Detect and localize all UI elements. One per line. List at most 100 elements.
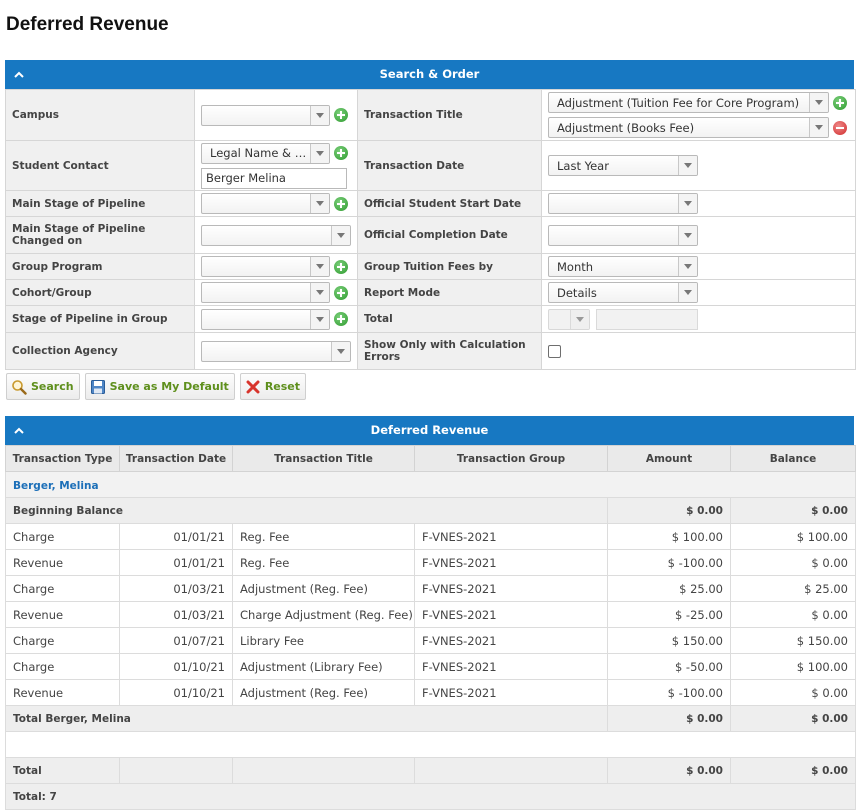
collapse-icon[interactable]: [13, 416, 25, 445]
action-bar: Search Save as My Default Reset: [6, 373, 307, 400]
chevron-down-icon[interactable]: [678, 283, 697, 302]
search-panel-title: Search & Order: [379, 67, 480, 81]
group-tuition-label: Group Tuition Fees by: [357, 253, 542, 280]
row-amount: $ -100.00: [607, 549, 731, 576]
campus-label: Campus: [5, 89, 195, 141]
main-stage-changed-select[interactable]: [201, 224, 351, 246]
official-start-label: Official Student Start Date: [357, 190, 542, 217]
row-date: 01/01/21: [119, 549, 233, 576]
record-count: Total: 7: [5, 783, 856, 810]
student-contact-mode-select[interactable]: Legal Name & A...: [201, 142, 330, 164]
row-title: Adjustment (Reg. Fee): [232, 575, 415, 602]
row-group: F-VNES-2021: [414, 653, 608, 680]
total-operator-select[interactable]: [548, 308, 590, 330]
floppy-disk-icon: [90, 379, 106, 395]
chevron-down-icon[interactable]: [310, 257, 329, 276]
row-title: Reg. Fee: [232, 523, 415, 550]
column-header[interactable]: Transaction Type: [5, 445, 120, 472]
calc-errors-checkbox[interactable]: [548, 345, 561, 358]
campus-select[interactable]: [201, 104, 330, 126]
collapse-icon[interactable]: [13, 60, 25, 89]
student-contact-label: Student Contact: [5, 140, 195, 191]
row-date: 01/01/21: [119, 523, 233, 550]
beginning-balance: $ 0.00: [730, 497, 856, 524]
student-total-amount: $ 0.00: [607, 705, 731, 732]
transaction-title-select-1[interactable]: Adjustment (Tuition Fee for Core Program…: [548, 92, 829, 113]
chevron-down-icon[interactable]: [310, 143, 329, 163]
table-row[interactable]: Revenue 01/10/21 Adjustment (Reg. Fee) F-VN…: [5, 679, 856, 706]
results-panel-header[interactable]: Deferred Revenue: [5, 416, 854, 445]
transaction-date-select[interactable]: Last Year: [548, 155, 698, 176]
official-start-select[interactable]: [548, 193, 698, 214]
table-row[interactable]: Revenue 01/01/21 Reg. Fee F-VNES-2021 $ -100…: [5, 549, 856, 576]
row-title: Reg. Fee: [232, 549, 415, 576]
row-date: 01/03/21: [119, 601, 233, 628]
row-title: Charge Adjustment (Reg. Fee): [232, 601, 415, 628]
row-balance: $ 0.00: [730, 549, 856, 576]
collection-agency-select[interactable]: [201, 340, 351, 362]
group-tuition-select[interactable]: Month: [548, 256, 698, 277]
search-panel-header[interactable]: Search & Order: [5, 60, 854, 89]
magnifier-icon: [11, 379, 27, 395]
reset-button[interactable]: Reset: [239, 373, 307, 400]
group-program-select[interactable]: [201, 256, 330, 277]
add-icon[interactable]: [833, 95, 847, 110]
chevron-down-icon[interactable]: [678, 257, 697, 276]
column-header[interactable]: Amount: [607, 445, 731, 472]
table-row[interactable]: Charge 01/01/21 Reg. Fee F-VNES-2021 $ 100.0…: [5, 523, 856, 550]
add-icon[interactable]: [334, 146, 348, 160]
chevron-down-icon[interactable]: [809, 93, 828, 112]
stage-in-group-select[interactable]: [201, 308, 330, 330]
grand-total-empty: [119, 757, 233, 784]
table-row[interactable]: Charge 01/03/21 Adjustment (Reg. Fee) F-VNE…: [5, 575, 856, 602]
table-row[interactable]: Charge 01/07/21 Library Fee F-VNES-2021 $ 15…: [5, 627, 856, 654]
column-header[interactable]: Transaction Group: [414, 445, 608, 472]
save-default-button[interactable]: Save as My Default: [84, 373, 235, 400]
beginning-balance-row: Beginning Balance $ 0.00 $ 0.00: [5, 497, 856, 524]
remove-icon[interactable]: [833, 120, 847, 135]
save-default-button-label: Save as My Default: [109, 380, 229, 393]
chevron-down-icon[interactable]: [678, 156, 697, 175]
table-row[interactable]: Revenue 01/03/21 Charge Adjustment (Reg. F…: [5, 601, 856, 628]
row-balance: $ 150.00: [730, 627, 856, 654]
main-stage-label: Main Stage of Pipeline: [5, 190, 195, 217]
chevron-down-icon[interactable]: [310, 309, 329, 329]
grand-total-empty: [414, 757, 608, 784]
table-row[interactable]: Charge 01/10/21 Adjustment (Library Fee) F-…: [5, 653, 856, 680]
add-icon[interactable]: [334, 259, 348, 274]
chevron-down-icon[interactable]: [809, 118, 828, 137]
add-icon[interactable]: [334, 196, 348, 211]
total-input[interactable]: [595, 308, 698, 330]
add-icon[interactable]: [334, 108, 348, 122]
chevron-down-icon[interactable]: [570, 309, 589, 329]
student-link[interactable]: Berger, Melina: [13, 479, 99, 492]
add-icon[interactable]: [334, 312, 348, 326]
search-button-label: Search: [31, 380, 74, 393]
report-mode-select[interactable]: Details: [548, 282, 698, 303]
chevron-down-icon[interactable]: [678, 194, 697, 213]
chevron-down-icon[interactable]: [678, 225, 697, 245]
collection-agency-label: Collection Agency: [5, 332, 195, 370]
student-contact-input[interactable]: [201, 167, 347, 189]
cohort-group-select[interactable]: [201, 282, 330, 303]
add-icon[interactable]: [334, 285, 348, 300]
row-group: F-VNES-2021: [414, 549, 608, 576]
column-header[interactable]: Balance: [730, 445, 856, 472]
main-stage-select[interactable]: [201, 193, 330, 214]
chevron-down-icon[interactable]: [331, 225, 350, 245]
column-header[interactable]: Transaction Title: [232, 445, 415, 472]
page-title: Deferred Revenue: [6, 14, 169, 35]
official-completion-select[interactable]: [548, 224, 698, 246]
chevron-down-icon[interactable]: [310, 283, 329, 302]
chevron-down-icon[interactable]: [310, 194, 329, 213]
transaction-title-select-2[interactable]: Adjustment (Books Fee): [548, 117, 829, 138]
row-type: Revenue: [5, 601, 120, 628]
column-header[interactable]: Transaction Date: [119, 445, 233, 472]
total-label: Total: [357, 305, 542, 333]
group-program-label: Group Program: [5, 253, 195, 280]
chevron-down-icon[interactable]: [331, 341, 350, 361]
row-group: F-VNES-2021: [414, 523, 608, 550]
chevron-down-icon[interactable]: [310, 105, 329, 125]
search-button[interactable]: Search: [6, 373, 80, 400]
row-title: Library Fee: [232, 627, 415, 654]
